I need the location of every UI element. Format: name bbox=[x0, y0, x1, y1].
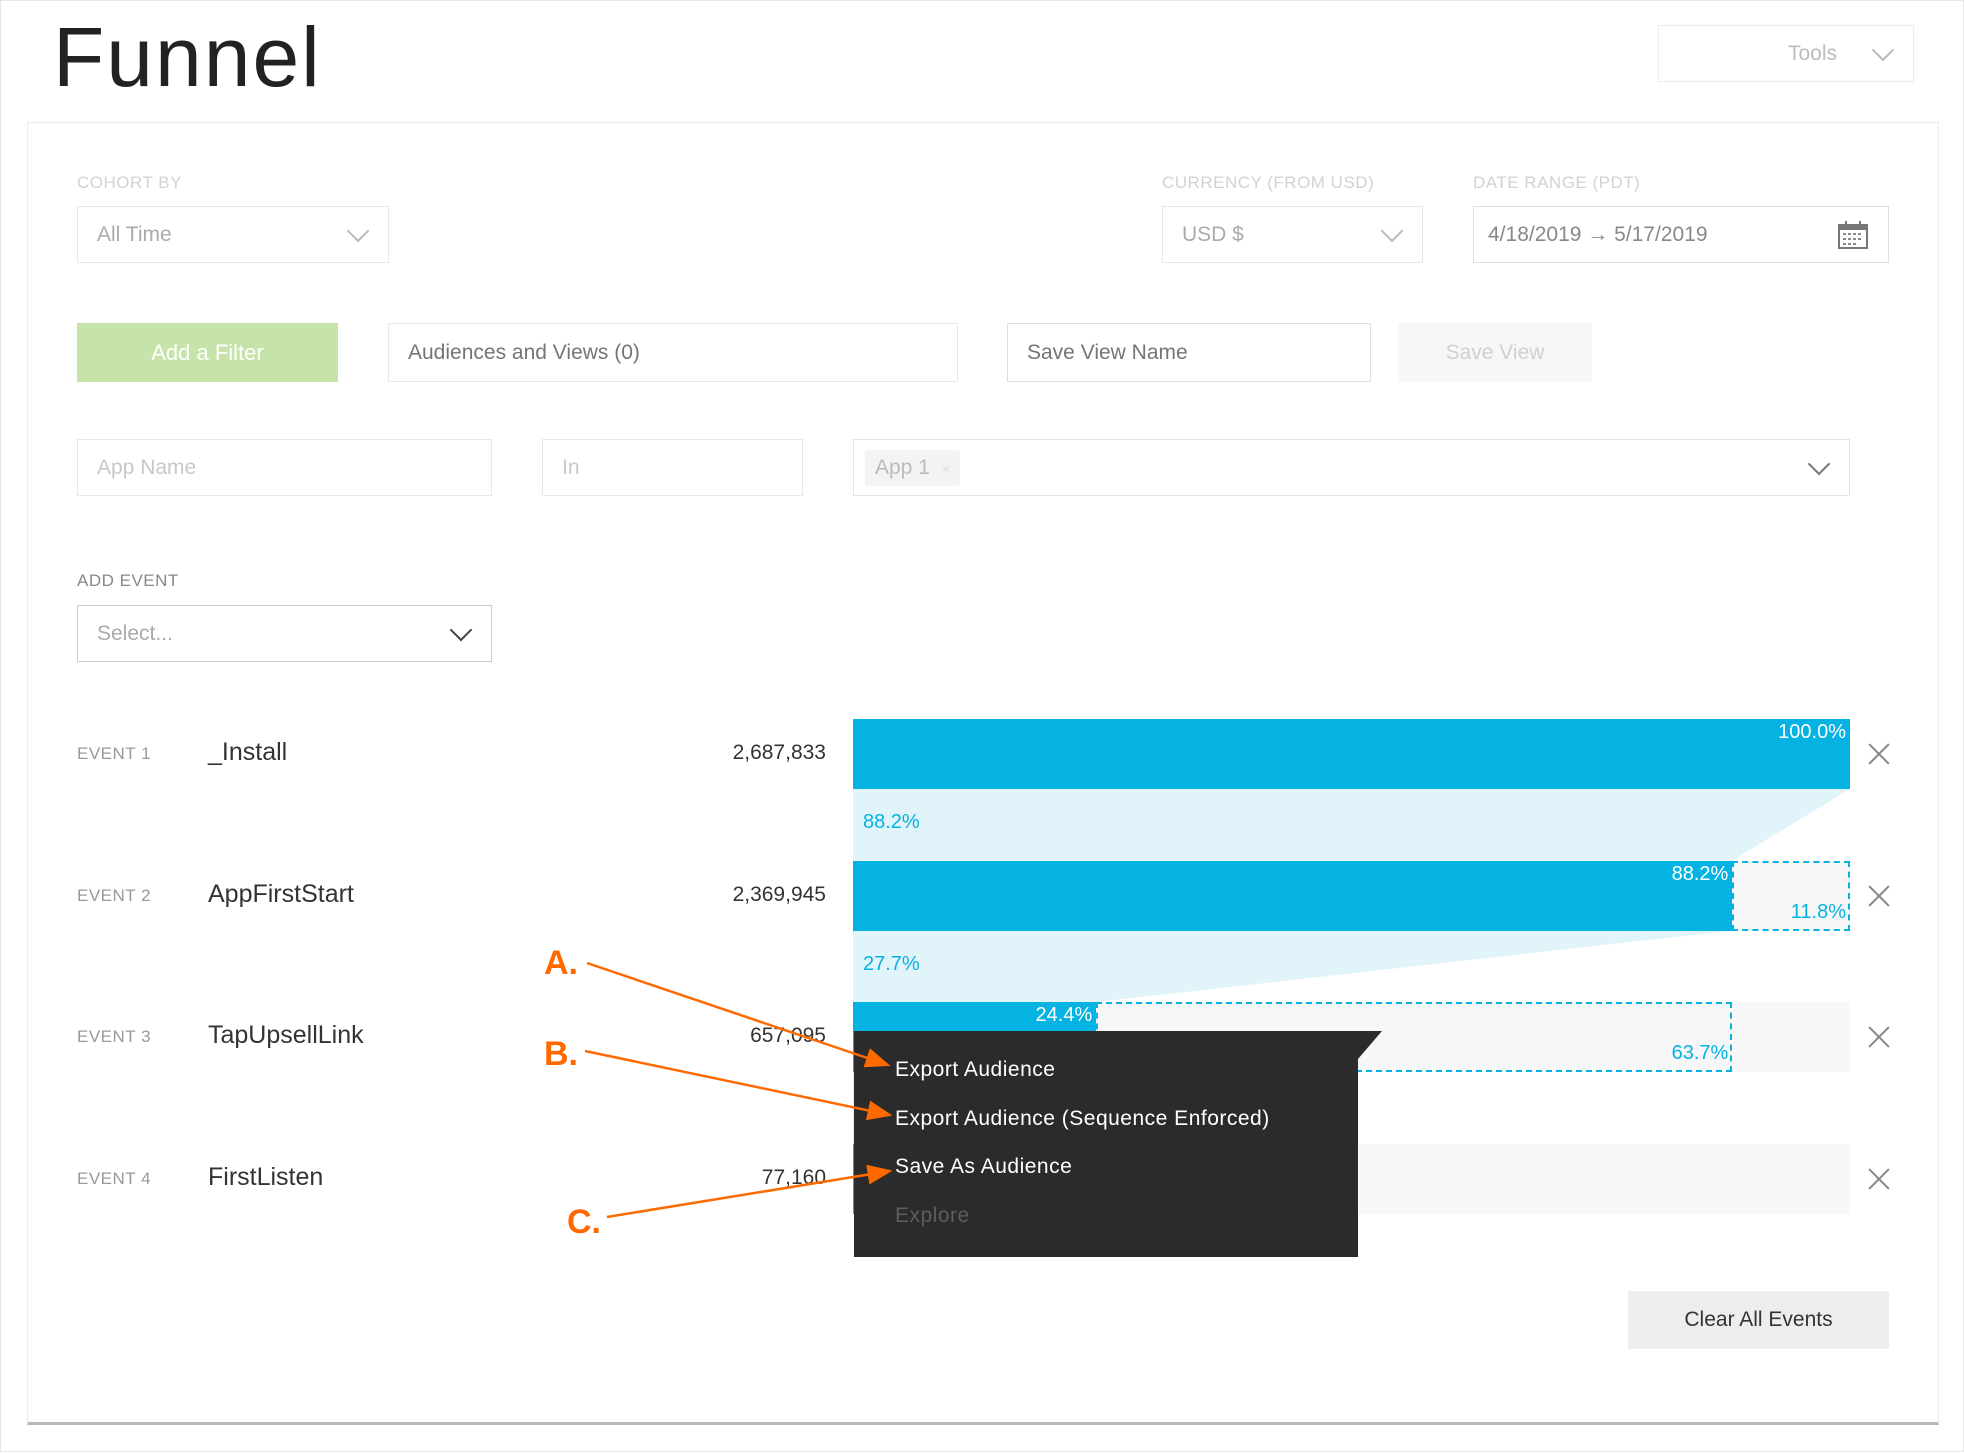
cohort-by-select[interactable]: All Time bbox=[77, 206, 389, 263]
tools-label: Tools bbox=[1787, 41, 1837, 65]
event-name: AppFirstStart bbox=[208, 879, 354, 908]
event-step-label: EVENT 1 bbox=[77, 744, 152, 763]
filter-values-select[interactable]: App 1 × bbox=[853, 439, 1850, 496]
event-count: 2,369,945 bbox=[732, 882, 826, 906]
event-step-label: EVENT 2 bbox=[77, 885, 152, 905]
event-step-label: EVENT 3 bbox=[77, 1027, 152, 1046]
bar-label: 88.2% bbox=[1671, 862, 1729, 885]
currency-value: USD $ bbox=[1182, 222, 1244, 246]
funnel-bar[interactable] bbox=[853, 860, 1733, 931]
page-title: Funnel bbox=[53, 10, 322, 104]
dropoff-label: 63.7% bbox=[1671, 1042, 1729, 1064]
event-count: 657,095 bbox=[750, 1024, 826, 1047]
conversion-label: 27.7% bbox=[863, 952, 920, 975]
event-name: TapUpsellLink bbox=[208, 1021, 364, 1049]
tools-dropdown[interactable]: Tools bbox=[1658, 25, 1914, 82]
save-view-button[interactable]: Save View bbox=[1398, 323, 1592, 382]
tag-remove-icon[interactable]: × bbox=[941, 460, 950, 477]
filter-tag-app-1: App 1 × bbox=[865, 449, 960, 486]
menu-item-export-audience[interactable]: Export Audience bbox=[895, 1058, 1056, 1081]
filter-operator-value: In bbox=[562, 455, 580, 479]
remove-event-icon[interactable] bbox=[1867, 884, 1891, 908]
menu-item-explore: Explore bbox=[895, 1204, 970, 1227]
filter-operator-select[interactable]: In bbox=[542, 439, 803, 496]
event-step-label: EVENT 4 bbox=[77, 1168, 152, 1188]
conversion-label: 88.2% bbox=[863, 811, 920, 833]
cohort-by-value: All Time bbox=[97, 222, 172, 246]
funnel-connector bbox=[853, 930, 1733, 1002]
date-range-input[interactable]: 4/18/2019 → 5/17/2019 bbox=[1473, 206, 1889, 263]
add-event-label: ADD EVENT bbox=[77, 571, 179, 590]
funnel-bar[interactable] bbox=[853, 719, 1850, 789]
save-view-name-input[interactable] bbox=[1007, 323, 1371, 382]
bar-label: 100.0% bbox=[1778, 721, 1846, 743]
filter-tag-label: App 1 bbox=[875, 455, 930, 479]
clear-all-events-button[interactable]: Clear All Events bbox=[1628, 1291, 1889, 1349]
remove-event-icon[interactable] bbox=[1867, 1167, 1891, 1191]
currency-label: CURRENCY (FROM USD) bbox=[1162, 173, 1375, 192]
audiences-and-views-select[interactable] bbox=[388, 323, 958, 382]
cohort-by-label: COHORT BY bbox=[77, 173, 182, 192]
date-range-value: 4/18/2019 → 5/17/2019 bbox=[1488, 222, 1708, 246]
menu-item-export-audience-sequence[interactable]: Export Audience (Sequence Enforced) bbox=[895, 1107, 1270, 1130]
add-event-placeholder: Select... bbox=[97, 621, 173, 645]
annotation-a: A. bbox=[544, 944, 578, 982]
event-name: _Install bbox=[208, 738, 288, 766]
event-name: FirstListen bbox=[208, 1162, 324, 1191]
filter-field-select[interactable]: App Name bbox=[77, 439, 492, 496]
dropoff-label: 11.8% bbox=[1790, 900, 1846, 923]
menu-item-save-as-audience[interactable]: Save As Audience bbox=[895, 1155, 1073, 1178]
funnel-connector bbox=[853, 789, 1850, 861]
add-filter-button[interactable]: Add a Filter bbox=[77, 323, 338, 382]
bar-label: 24.4% bbox=[1035, 1004, 1093, 1026]
currency-select[interactable]: USD $ bbox=[1162, 206, 1423, 263]
remove-event-icon[interactable] bbox=[1867, 742, 1891, 766]
add-event-select[interactable]: Select... bbox=[77, 605, 492, 662]
event-count: 77,160 bbox=[761, 1165, 826, 1189]
funnel-panel bbox=[27, 122, 1939, 1425]
calendar-icon[interactable] bbox=[1838, 221, 1868, 249]
context-menu: Export Audience Export Audience (Sequenc… bbox=[854, 1031, 1358, 1257]
dropoff-box[interactable] bbox=[1732, 860, 1850, 931]
annotation-b: B. bbox=[544, 1035, 578, 1073]
event-count: 2,687,833 bbox=[732, 741, 826, 764]
filter-field-value: App Name bbox=[97, 455, 197, 479]
date-range-label: DATE RANGE (PDT) bbox=[1473, 173, 1641, 192]
annotation-c: C. bbox=[567, 1203, 601, 1241]
remove-event-icon[interactable] bbox=[1867, 1025, 1891, 1049]
